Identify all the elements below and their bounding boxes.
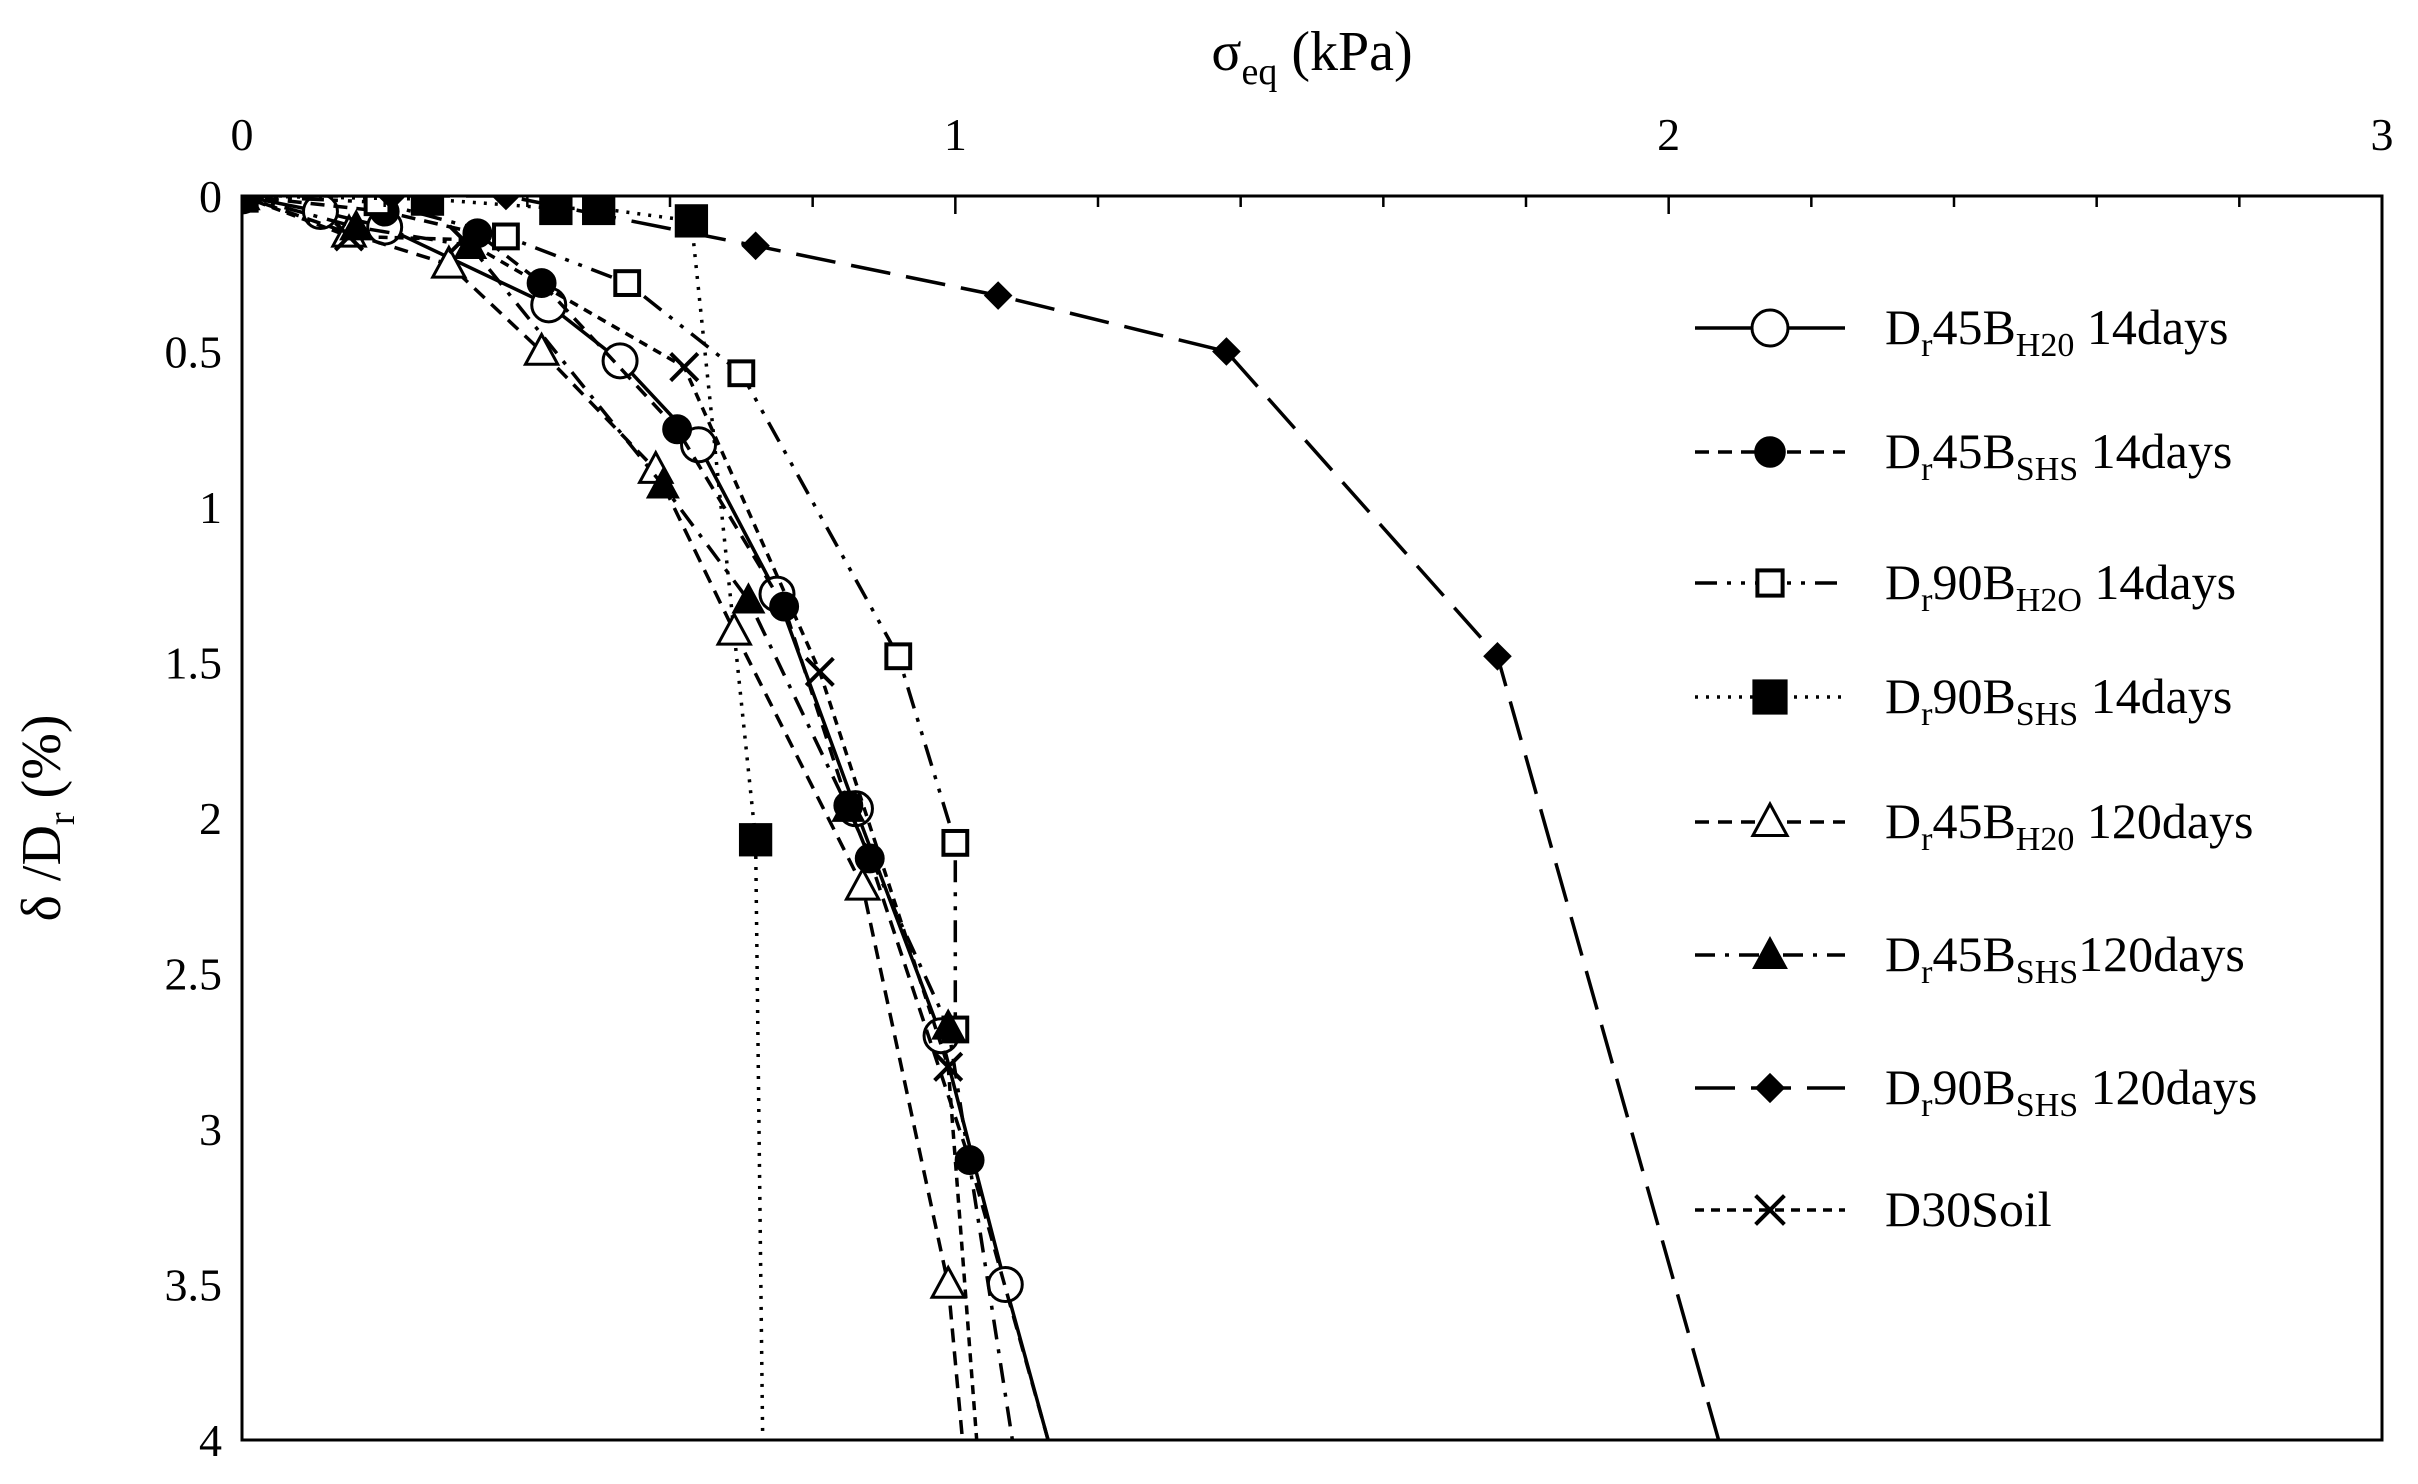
data-point	[831, 790, 866, 822]
legend-item: Dr45BSHS120days	[1695, 926, 2245, 991]
legend-item: Dr90BSHS 14days	[1695, 668, 2232, 733]
legend-item: D30Soil	[1695, 1181, 2052, 1237]
x-tick-label: 3	[2371, 109, 2394, 160]
data-point	[929, 1264, 967, 1299]
legend-label: D30Soil	[1885, 1181, 2052, 1237]
series-8	[242, 196, 979, 1440]
data-point	[1483, 641, 1512, 671]
x-tick-label: 1	[944, 109, 967, 160]
y-axis-title: δ /Dr (%)	[11, 715, 83, 922]
legend-marker	[1752, 679, 1788, 715]
data-point	[884, 642, 913, 671]
data-point	[715, 611, 753, 646]
series-line	[242, 196, 1050, 1440]
legend-marker	[1750, 800, 1790, 837]
data-point	[333, 221, 365, 252]
y-tick-label: 0.5	[165, 327, 223, 378]
data-point	[526, 268, 557, 299]
series-4	[242, 196, 773, 1440]
legend-label: Dr45BSHS120days	[1885, 926, 2245, 991]
data-point	[645, 467, 680, 499]
legend-marker	[1750, 308, 1790, 348]
legend-label: Dr90BH2O 14days	[1885, 554, 2236, 619]
y-tick-label: 2.5	[165, 949, 223, 1000]
x-tick-label: 2	[1657, 109, 1680, 160]
series-layer	[242, 196, 1721, 1440]
legend-label: Dr45BSHS 14days	[1885, 423, 2232, 488]
legend-label: Dr90BSHS 120days	[1885, 1059, 2257, 1124]
legend-item: Dr45BH20 14days	[1695, 299, 2229, 364]
data-point	[492, 222, 520, 251]
series-2	[242, 196, 1050, 1440]
data-point	[1212, 337, 1241, 366]
data-point	[453, 227, 488, 260]
data-point	[410, 196, 445, 216]
legend-item: Dr90BH2O 14days	[1695, 554, 2236, 619]
data-point	[804, 656, 835, 687]
data-point	[613, 269, 642, 297]
x-axis-title: σeq (kPa)	[1211, 21, 1412, 93]
y-tick-label: 2	[199, 793, 222, 844]
legend-marker	[1752, 935, 1788, 969]
data-point	[491, 196, 521, 211]
legend-item: Dr45BH20 120days	[1695, 793, 2254, 858]
series-line	[242, 196, 1721, 1440]
y-tick-label: 0	[199, 171, 222, 222]
legend-item: Dr90BSHS 120days	[1695, 1059, 2257, 1124]
legend-label: Dr90BSHS 14days	[1885, 668, 2232, 733]
series-5	[242, 196, 967, 1440]
data-point	[522, 331, 561, 366]
data-point	[843, 866, 882, 901]
legend-marker	[1754, 1194, 1786, 1226]
legend-marker	[1755, 568, 1785, 598]
x-axis: 0 1 2 3	[231, 109, 2394, 214]
plot-frame	[240, 194, 2384, 1442]
series-line	[242, 196, 1015, 1440]
data-point	[983, 281, 1013, 310]
y-tick-label: 3.5	[165, 1260, 223, 1311]
data-point	[931, 1008, 966, 1040]
data-point	[669, 352, 700, 383]
y-axis: 0 0.5 1 1.5 2 2.5 3 3.5 4	[165, 171, 223, 1466]
data-point	[662, 414, 693, 445]
data-point	[582, 196, 616, 226]
y-tick-label: 1.5	[165, 638, 223, 689]
data-point	[242, 196, 258, 212]
legend-marker	[1754, 1072, 1786, 1104]
legend-label: Dr45BH20 120days	[1885, 793, 2254, 858]
data-point	[448, 224, 479, 255]
data-point	[933, 1051, 964, 1082]
legend-item: Dr45BSHS 14days	[1695, 423, 2232, 488]
legend-marker	[1754, 436, 1786, 468]
series-line	[242, 196, 765, 1440]
series-1	[242, 196, 1050, 1440]
series-7	[242, 196, 1721, 1440]
y-tick-label: 3	[199, 1104, 222, 1155]
data-point	[339, 209, 374, 241]
data-point	[731, 582, 766, 614]
data-point	[738, 823, 773, 857]
data-point	[769, 591, 800, 622]
data-point	[727, 359, 756, 388]
data-point	[539, 196, 573, 226]
legend: Dr45BH20 14days Dr45BSHS 14days Dr90BH2O 1…	[1695, 299, 2257, 1237]
y-tick-label: 4	[199, 1415, 222, 1466]
data-point	[601, 342, 639, 380]
data-point	[741, 231, 770, 261]
series-line	[242, 196, 958, 1030]
data-point	[430, 244, 468, 279]
series-line	[242, 196, 1050, 1440]
series-3	[242, 196, 970, 1044]
legend-label: Dr45BH20 14days	[1885, 299, 2229, 364]
y-tick-label: 1	[199, 482, 222, 533]
data-point	[941, 828, 970, 857]
x-tick-label: 0	[231, 109, 254, 160]
